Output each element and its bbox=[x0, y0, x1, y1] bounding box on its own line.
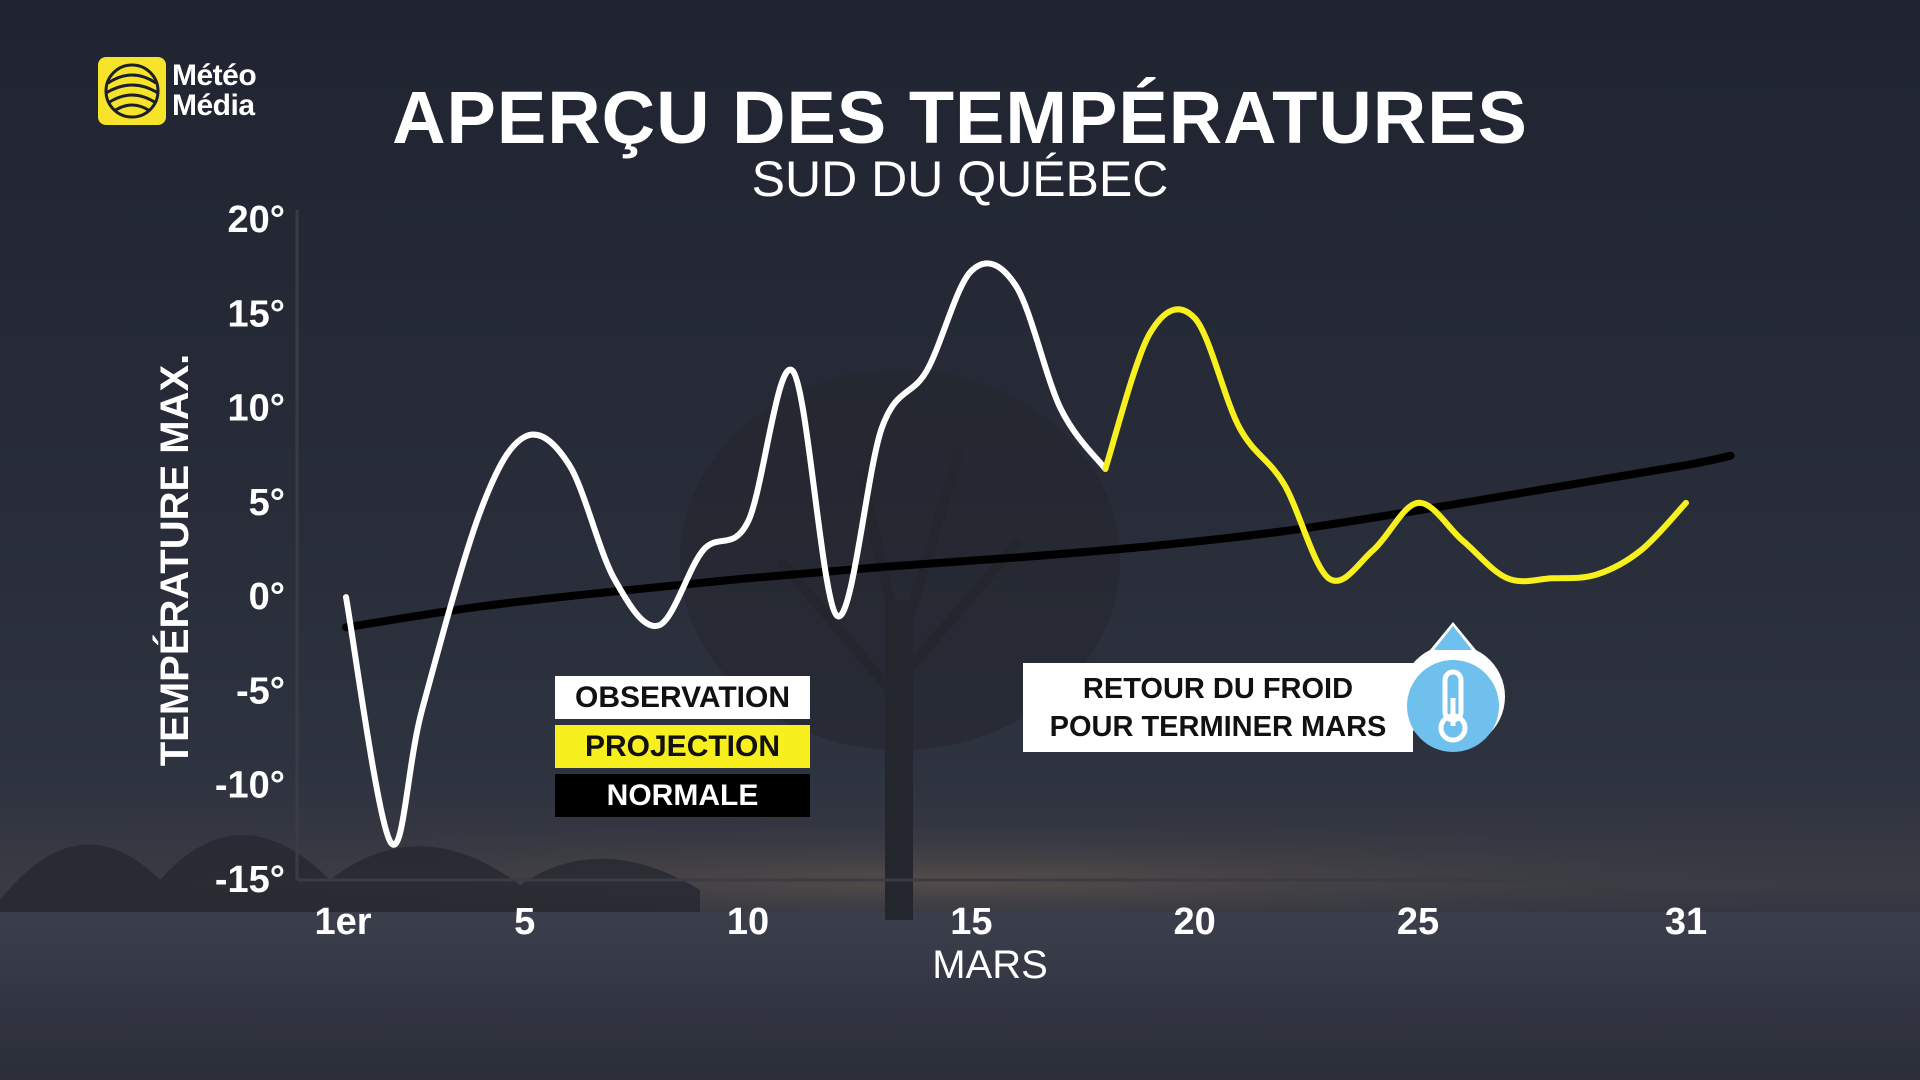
thermometer-drop-icon bbox=[1401, 622, 1505, 752]
legend-projection: PROJECTION bbox=[555, 725, 810, 768]
legend-observation: OBSERVATION bbox=[555, 676, 810, 719]
snow-field bbox=[0, 912, 1920, 1080]
x-axis-label: MARS bbox=[932, 943, 1048, 987]
y-tick-label: -10° bbox=[215, 765, 285, 807]
y-tick-label: 10° bbox=[228, 388, 285, 430]
series-line-normale bbox=[342, 451, 1735, 632]
legend-normale: NORMALE bbox=[555, 774, 810, 817]
grass-silhouette bbox=[0, 835, 700, 912]
series-line-observation bbox=[343, 260, 1109, 848]
brand-line1: Météo bbox=[172, 59, 257, 92]
y-tick-label: 20° bbox=[228, 199, 285, 241]
x-tick-label: 15 bbox=[950, 901, 992, 943]
globe-logo-icon bbox=[98, 57, 166, 125]
x-tick-label: 20 bbox=[1174, 901, 1216, 943]
x-tick-label: 31 bbox=[1665, 901, 1707, 943]
callout-box: RETOUR DU FROID POUR TERMINER MARS bbox=[1023, 663, 1413, 752]
y-tick-label: -5° bbox=[236, 670, 285, 712]
chart-subtitle: SUD DU QUÉBEC bbox=[751, 151, 1169, 207]
y-tick-label: -15° bbox=[215, 859, 285, 901]
series-line-projection bbox=[1102, 306, 1689, 585]
y-tick-label: 0° bbox=[249, 576, 285, 618]
chart-title: APERÇU DES TEMPÉRATURES bbox=[392, 76, 1528, 159]
brand-line2: Média bbox=[172, 89, 255, 122]
y-tick-label: 5° bbox=[249, 482, 285, 524]
x-tick-label: 1er bbox=[314, 901, 371, 943]
callout-line1: RETOUR DU FROID bbox=[1082, 673, 1354, 705]
brand-logo: Météo Média bbox=[98, 57, 257, 125]
y-axis-label: TEMPÉRATURE MAX. bbox=[152, 354, 197, 767]
y-tick-label: 15° bbox=[228, 293, 285, 335]
x-tick-label: 10 bbox=[727, 901, 769, 943]
temperature-chart: 20° 15° 10° 5° 0° -5° -10° -15° 1er 5 10 15 20 25 31 MA… bbox=[152, 199, 1735, 987]
x-tick-label: 25 bbox=[1397, 901, 1439, 943]
tree-silhouette bbox=[680, 370, 1120, 920]
callout-line2: POUR TERMINER MARS bbox=[1049, 711, 1387, 743]
x-tick-label: 5 bbox=[514, 901, 535, 943]
